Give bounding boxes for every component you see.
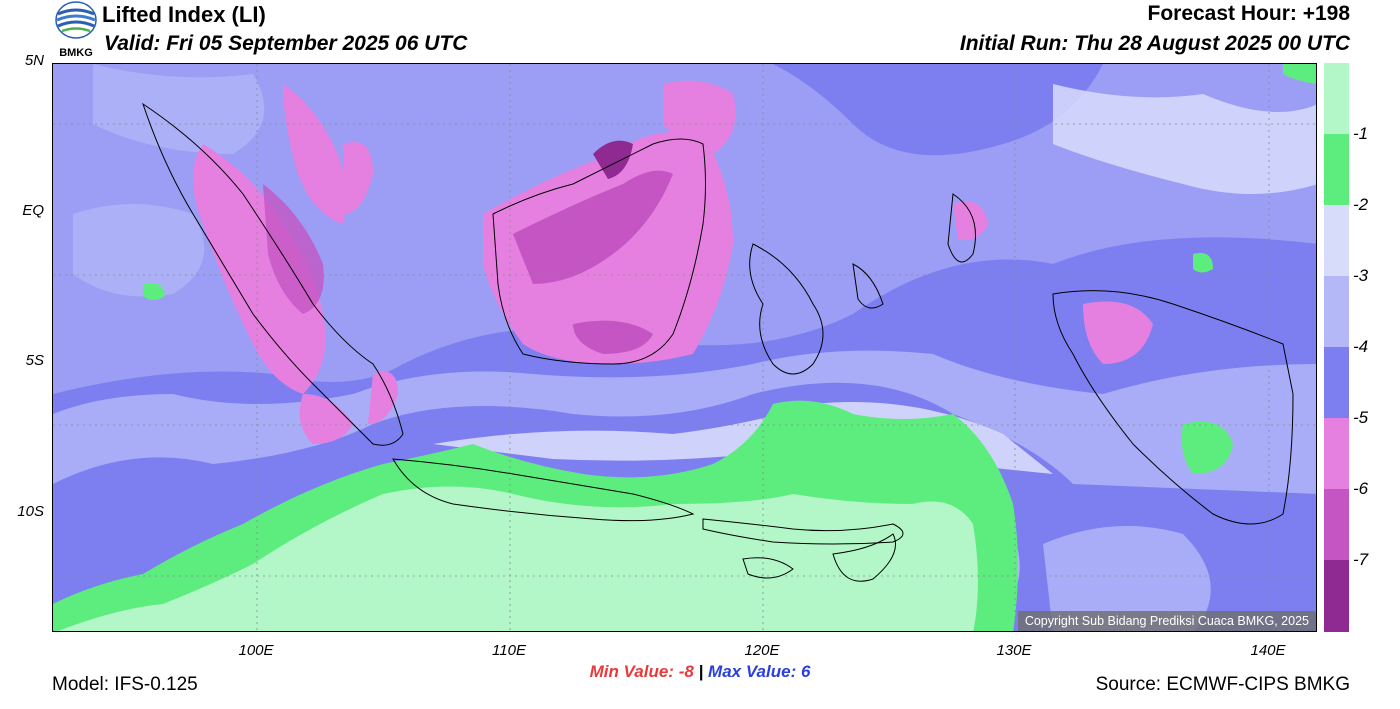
scale-segment xyxy=(1324,134,1349,205)
scale-label: -2 xyxy=(1353,195,1369,214)
min-label: Min Value: xyxy=(589,662,674,681)
scale-label: -3 xyxy=(1353,266,1369,285)
max-label: Max Value: xyxy=(708,662,797,681)
coastlines xyxy=(142,102,1294,582)
scale-segment xyxy=(1324,489,1349,560)
scale-segment xyxy=(1324,347,1349,418)
lat-label-5s: 5S xyxy=(25,352,44,369)
copyright-notice: Copyright Sub Bidang Prediksi Cuaca BMKG… xyxy=(1017,611,1316,631)
map-panel: Copyright Sub Bidang Prediksi Cuaca BMKG… xyxy=(52,63,1317,632)
scale-label: -1 xyxy=(1353,124,1369,143)
lat-label-10s: 10S xyxy=(17,503,44,520)
separator: | xyxy=(698,662,704,681)
lon-label-100e: 100E xyxy=(238,642,274,659)
scale-label: -4 xyxy=(1353,337,1369,356)
max-value: 6 xyxy=(800,662,811,681)
color-scale-bar xyxy=(1324,63,1349,632)
scale-segment xyxy=(1324,560,1349,632)
lon-label-130e: 130E xyxy=(996,642,1032,659)
lon-label-110e: 110E xyxy=(492,642,526,659)
scale-label: -6 xyxy=(1353,479,1369,498)
bmkg-logo: BMKG xyxy=(52,0,100,62)
model-info: Model: IFS-0.125 xyxy=(52,674,198,695)
min-max-values: Min Value: -8 | Max Value: 6 xyxy=(0,662,1400,682)
scale-label: -5 xyxy=(1353,408,1369,427)
scale-segment xyxy=(1324,205,1349,276)
source-info: Source: ECMWF-CIPS BMKG xyxy=(1095,674,1350,695)
valid-time: Valid: Fri 05 September 2025 06 UTC xyxy=(104,32,468,55)
logo-text: BMKG xyxy=(59,47,93,59)
initial-run: Initial Run: Thu 28 August 2025 00 UTC xyxy=(959,32,1350,55)
lifted-index-map xyxy=(53,64,1316,631)
scale-segment xyxy=(1324,276,1349,347)
lat-label-eq: EQ xyxy=(22,202,44,219)
map-title: Lifted Index (LI) xyxy=(102,2,266,27)
scale-label: -7 xyxy=(1353,550,1369,569)
lon-label-140e: 140E xyxy=(1250,642,1286,659)
forecast-hour: Forecast Hour: +198 xyxy=(1147,2,1351,25)
scale-segment xyxy=(1324,63,1349,134)
lon-label-120e: 120E xyxy=(744,642,780,659)
min-value: -8 xyxy=(678,662,694,681)
lat-label-5n: 5N xyxy=(24,52,44,69)
scale-segment xyxy=(1324,418,1349,489)
